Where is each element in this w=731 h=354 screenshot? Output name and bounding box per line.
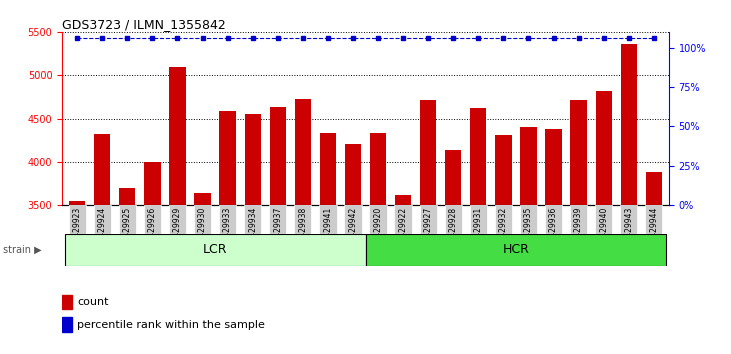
Text: strain ▶: strain ▶ — [3, 245, 42, 255]
FancyBboxPatch shape — [294, 205, 311, 234]
Bar — [420, 99, 436, 354]
Text: GSM429936: GSM429936 — [549, 207, 558, 253]
Text: GSM429922: GSM429922 — [398, 207, 408, 253]
Text: GSM429938: GSM429938 — [298, 207, 307, 253]
Bar — [445, 150, 461, 354]
Text: GSM429923: GSM429923 — [72, 207, 82, 253]
FancyBboxPatch shape — [169, 205, 186, 234]
FancyBboxPatch shape — [520, 205, 537, 234]
Bar — [119, 188, 135, 354]
Text: GDS3723 / ILMN_1355842: GDS3723 / ILMN_1355842 — [62, 18, 226, 31]
FancyBboxPatch shape — [545, 205, 562, 234]
FancyBboxPatch shape — [69, 205, 86, 234]
Bar — [645, 172, 662, 354]
Bar — [69, 201, 86, 354]
FancyBboxPatch shape — [344, 205, 362, 234]
Bar — [345, 144, 361, 354]
Bar — [621, 44, 637, 354]
Text: GSM429932: GSM429932 — [499, 207, 508, 253]
Text: GSM429933: GSM429933 — [223, 207, 232, 253]
Bar — [370, 133, 386, 354]
FancyBboxPatch shape — [219, 205, 236, 234]
FancyBboxPatch shape — [420, 205, 437, 234]
Bar — [545, 129, 561, 354]
FancyBboxPatch shape — [369, 205, 387, 234]
Bar — [319, 133, 336, 354]
Bar — [219, 111, 236, 354]
Text: GSM429939: GSM429939 — [574, 207, 583, 253]
Text: GSM429940: GSM429940 — [599, 207, 608, 253]
Bar — [194, 193, 211, 354]
Text: GSM429937: GSM429937 — [273, 207, 282, 253]
Bar — [395, 195, 412, 354]
Bar — [366, 234, 667, 266]
FancyBboxPatch shape — [94, 205, 111, 234]
FancyBboxPatch shape — [470, 205, 487, 234]
Text: GSM429942: GSM429942 — [349, 207, 357, 253]
Text: GSM429935: GSM429935 — [524, 207, 533, 253]
Bar — [170, 67, 186, 354]
FancyBboxPatch shape — [144, 205, 161, 234]
FancyBboxPatch shape — [495, 205, 512, 234]
FancyBboxPatch shape — [444, 205, 462, 234]
Bar — [596, 91, 612, 354]
Text: GSM429931: GSM429931 — [474, 207, 482, 253]
Text: GSM429920: GSM429920 — [374, 207, 382, 253]
FancyBboxPatch shape — [118, 205, 136, 234]
Bar — [144, 162, 161, 354]
FancyBboxPatch shape — [395, 205, 412, 234]
Text: HCR: HCR — [502, 243, 529, 256]
Bar — [94, 134, 110, 354]
Text: GSM429926: GSM429926 — [148, 207, 157, 253]
Text: LCR: LCR — [202, 243, 227, 256]
Text: percentile rank within the sample: percentile rank within the sample — [77, 320, 265, 330]
Text: count: count — [77, 297, 109, 307]
Bar — [495, 135, 512, 354]
Text: GSM429927: GSM429927 — [424, 207, 433, 253]
Bar — [62, 317, 72, 332]
Bar — [470, 108, 486, 354]
Bar — [270, 107, 286, 354]
Bar — [520, 127, 537, 354]
FancyBboxPatch shape — [620, 205, 637, 234]
FancyBboxPatch shape — [570, 205, 587, 234]
FancyBboxPatch shape — [319, 205, 336, 234]
Text: GSM429928: GSM429928 — [449, 207, 458, 253]
Bar — [295, 99, 311, 354]
Bar — [62, 295, 72, 309]
Text: GSM429943: GSM429943 — [624, 207, 633, 253]
Text: GSM429924: GSM429924 — [98, 207, 107, 253]
Text: GSM429944: GSM429944 — [649, 207, 659, 253]
FancyBboxPatch shape — [194, 205, 211, 234]
Bar — [64, 234, 366, 266]
FancyBboxPatch shape — [645, 205, 662, 234]
Bar — [570, 99, 587, 354]
FancyBboxPatch shape — [595, 205, 613, 234]
Text: GSM429930: GSM429930 — [198, 207, 207, 253]
FancyBboxPatch shape — [244, 205, 261, 234]
Text: GSM429925: GSM429925 — [123, 207, 132, 253]
Text: GSM429929: GSM429929 — [173, 207, 182, 253]
FancyBboxPatch shape — [269, 205, 287, 234]
Bar — [245, 114, 261, 354]
Text: GSM429934: GSM429934 — [249, 207, 257, 253]
Text: GSM429941: GSM429941 — [323, 207, 333, 253]
